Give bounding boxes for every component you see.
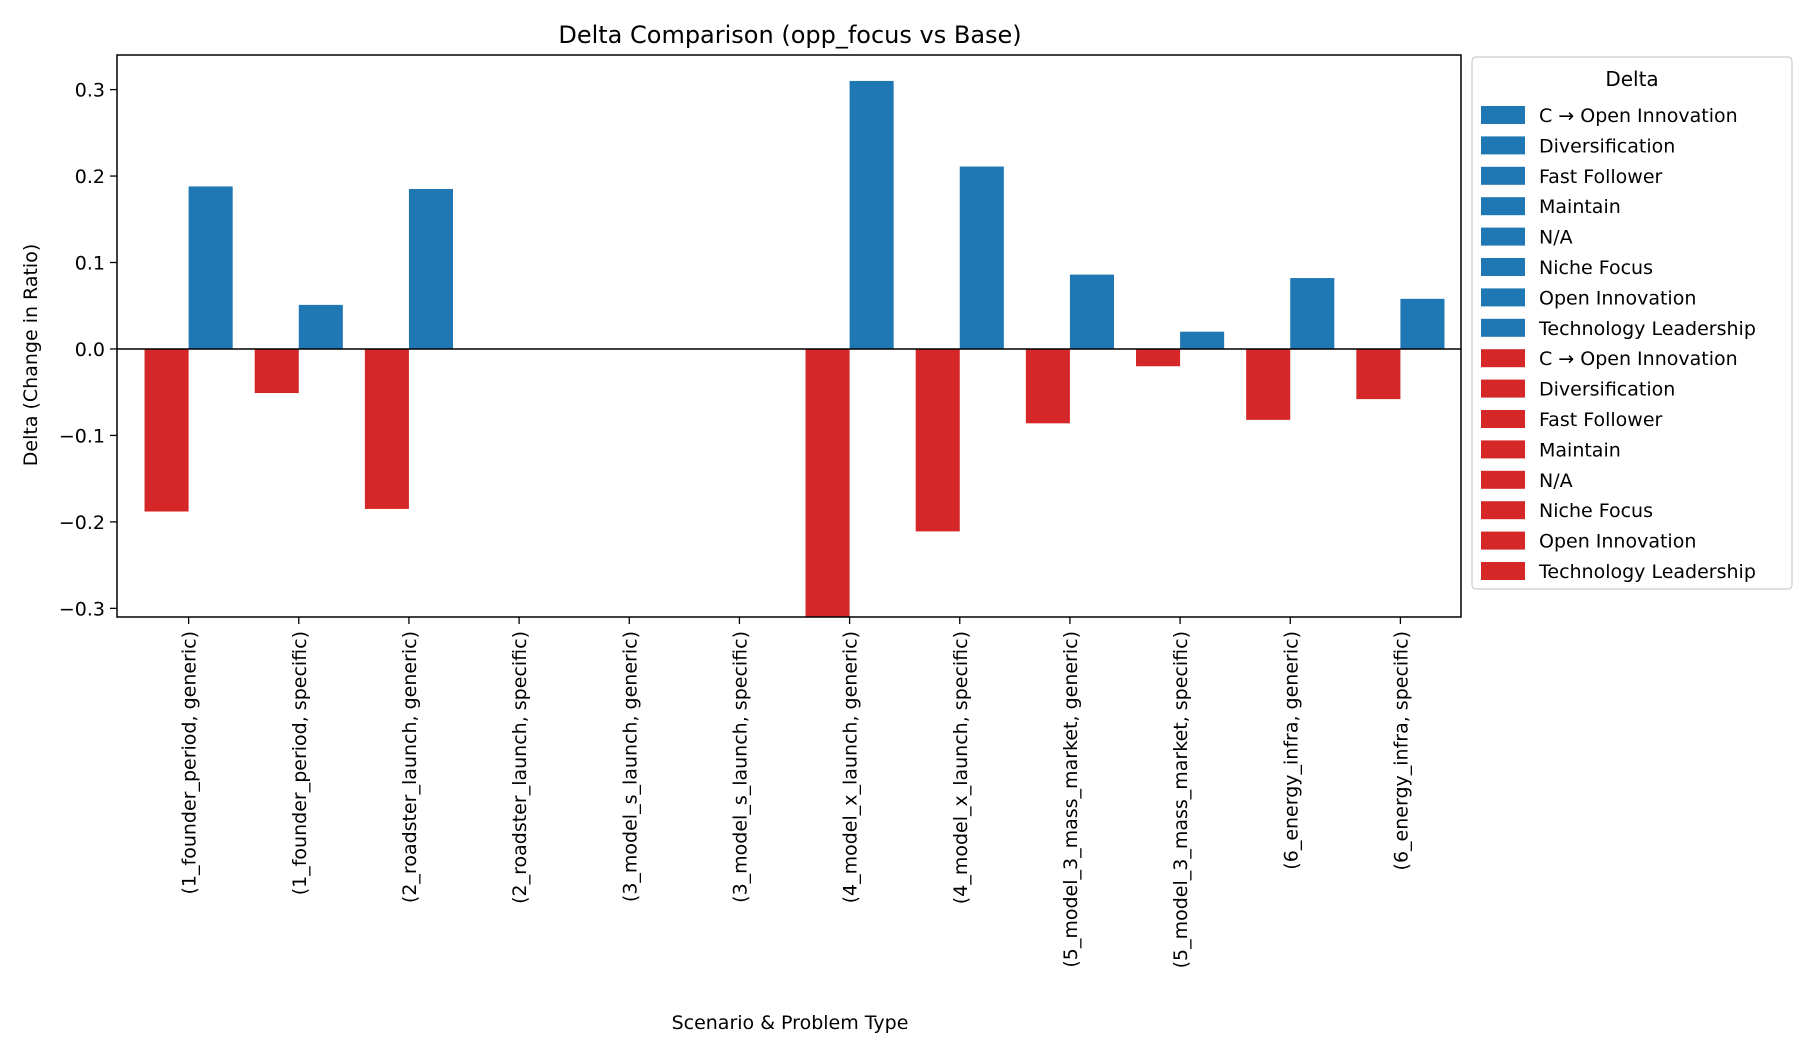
bar-blue-category-9 xyxy=(1069,274,1114,349)
bar-red-category-2 xyxy=(254,348,299,394)
legend-label: Diversification xyxy=(1539,135,1675,157)
bar-red-category-1 xyxy=(144,348,189,512)
legend-swatch xyxy=(1481,318,1525,337)
legend-swatch xyxy=(1481,379,1525,398)
bars-group xyxy=(144,80,1445,617)
chart-title: Delta Comparison (opp_focus vs Base) xyxy=(558,21,1021,49)
legend-label: Diversification xyxy=(1539,379,1675,401)
bar-red-category-3 xyxy=(364,348,409,509)
x-tick-label: (5_model_3_mass_market, specific) xyxy=(1170,631,1192,968)
x-tick-label: (1_founder_period, generic) xyxy=(179,631,201,895)
y-tick-label: 0.1 xyxy=(75,253,105,275)
legend: Delta C → Open Innovation Diversification F… xyxy=(1471,56,1793,590)
legend-swatch xyxy=(1481,106,1525,124)
legend-swatch xyxy=(1481,197,1525,216)
legend-label: Open Innovation xyxy=(1539,287,1696,309)
legend-swatch xyxy=(1481,410,1525,428)
bar-red-category-7 xyxy=(805,348,850,617)
y-tick-label: 0.3 xyxy=(75,80,105,102)
bar-blue-category-2 xyxy=(298,304,343,349)
legend-swatch xyxy=(1481,258,1525,276)
legend-swatch xyxy=(1481,349,1525,368)
legend-label: Niche Focus xyxy=(1539,500,1653,522)
legend-swatch xyxy=(1481,531,1525,550)
bar-blue-category-7 xyxy=(849,80,894,349)
x-tick-label: (6_energy_infra, generic) xyxy=(1280,631,1302,870)
legend-label: C → Open Innovation xyxy=(1539,348,1738,370)
x-tick-label: (1_founder_period, specific) xyxy=(289,631,311,895)
legend-swatch xyxy=(1481,562,1525,580)
bar-red-category-12 xyxy=(1356,348,1401,400)
bar-blue-category-8 xyxy=(959,166,1004,349)
legend-label: Maintain xyxy=(1539,439,1621,461)
legend-label: Niche Focus xyxy=(1539,257,1653,279)
legend-title: Delta xyxy=(1605,67,1658,91)
legend-label: Open Innovation xyxy=(1539,531,1696,553)
x-tick-label: (5_model_3_mass_market, generic) xyxy=(1060,631,1082,968)
x-tick-label: (2_roadster_launch, generic) xyxy=(399,631,421,903)
x-tick-label: (3_model_s_launch, generic) xyxy=(619,631,641,902)
legend-label: Technology Leadership xyxy=(1538,561,1756,583)
bar-blue-category-10 xyxy=(1180,331,1225,349)
bar-blue-category-12 xyxy=(1400,298,1445,349)
y-tick-label: −0.2 xyxy=(59,512,105,534)
y-tick-label: −0.3 xyxy=(59,598,105,620)
y-tick-label: 0.0 xyxy=(75,339,105,361)
legend-swatch xyxy=(1481,440,1525,459)
legend-swatch xyxy=(1481,166,1525,185)
legend-label: Maintain xyxy=(1539,196,1621,218)
bar-red-category-8 xyxy=(915,348,960,532)
legend-label: C → Open Innovation xyxy=(1539,105,1738,127)
x-tick-label: (3_model_s_launch, specific) xyxy=(729,631,751,903)
legend-swatch xyxy=(1481,288,1525,307)
plot-frame xyxy=(116,54,1462,618)
y-tick-label: 0.2 xyxy=(75,166,105,188)
bar-red-category-10 xyxy=(1136,348,1181,367)
legend-label: N/A xyxy=(1539,470,1573,492)
y-axis-label: Delta (Change in Ratio) xyxy=(20,244,42,466)
bar-blue-category-3 xyxy=(408,189,453,349)
bar-blue-category-1 xyxy=(188,186,233,349)
legend-label: Technology Leadership xyxy=(1538,318,1756,340)
bar-red-category-9 xyxy=(1025,348,1070,424)
bar-red-category-11 xyxy=(1246,348,1291,420)
bar-blue-category-11 xyxy=(1290,278,1335,349)
legend-label: Fast Follower xyxy=(1539,409,1663,431)
x-tick-label: (4_model_x_launch, specific) xyxy=(950,631,972,904)
x-axis-label: Scenario & Problem Type xyxy=(672,1012,909,1034)
legend-swatch xyxy=(1481,470,1525,489)
legend-swatch xyxy=(1481,227,1525,246)
legend-label: Fast Follower xyxy=(1539,166,1663,188)
legend-label: N/A xyxy=(1539,227,1573,249)
axes-group: −0.3 −0.2 −0.1 0.0 0.1 0.2 0.3 (1_founder_perio… xyxy=(59,54,1462,968)
legend-swatch xyxy=(1481,136,1525,155)
legend-swatch xyxy=(1481,501,1525,520)
y-tick-label: −0.1 xyxy=(59,425,105,447)
x-tick-label: (6_energy_infra, specific) xyxy=(1390,631,1412,870)
legend-frame xyxy=(1471,56,1793,590)
x-tick-label: (2_roadster_launch, specific) xyxy=(509,631,531,904)
x-tick-label: (4_model_x_launch, generic) xyxy=(840,631,862,903)
